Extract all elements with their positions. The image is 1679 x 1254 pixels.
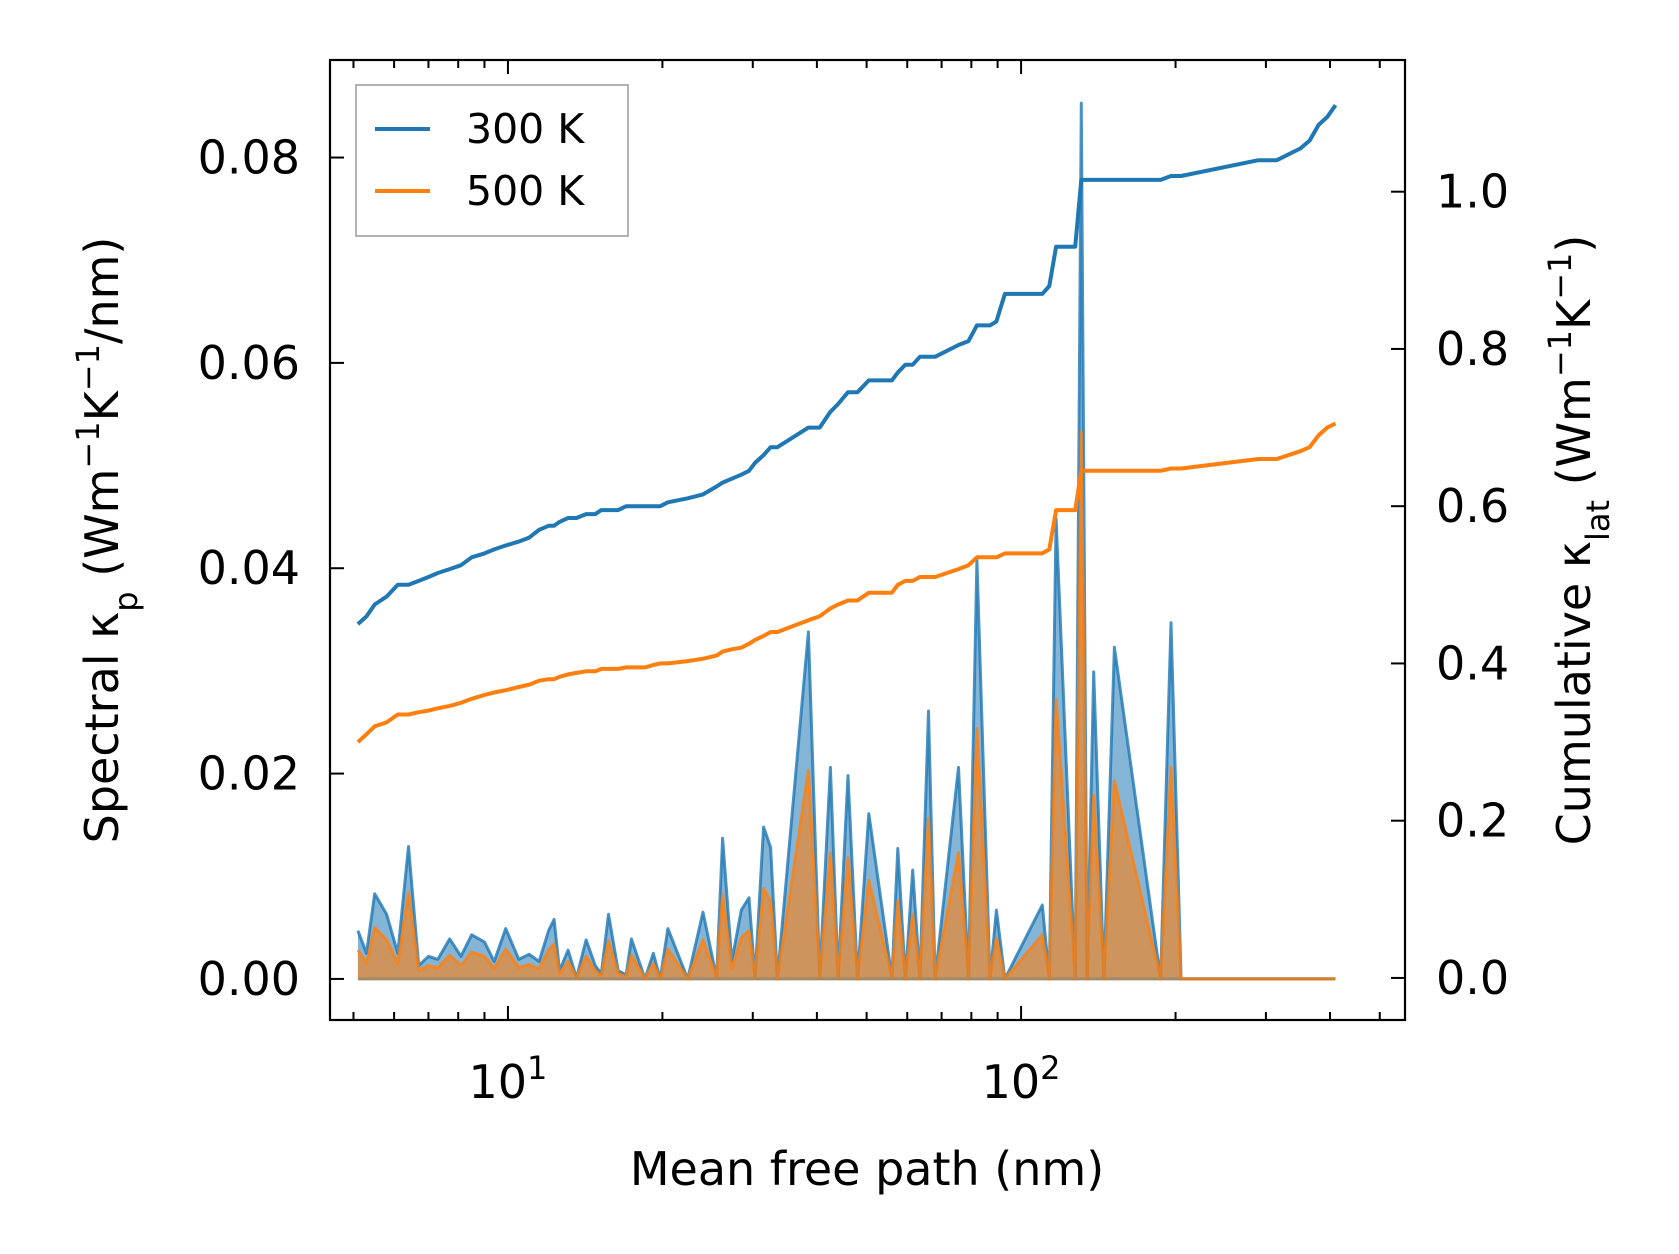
y-left-label-subscript: p [107,591,145,611]
x-axis-label: Mean free path (nm) [630,1142,1104,1196]
spectral-line-layer [356,101,1336,981]
svg-text:Spectral κp (Wm−1K−1/nm): Spectral κp (Wm−1K−1/nm) [69,237,145,844]
x-axis-ticks: 101 102 [352,60,1381,1109]
y-right-tick-label-1: 0.2 [1436,794,1509,848]
x-tick-exponent: 2 [1040,1049,1060,1087]
legend-label-300k: 300 K [466,105,585,153]
x-tick-exponent: 1 [527,1049,547,1087]
legend: 300 K 500 K [355,84,629,237]
x-tick-base: 10 [468,1055,527,1109]
spectral-line-500k [356,430,1336,981]
y-right-tick-label-3: 0.6 [1436,479,1509,533]
y-right-label-subscript: lat [1579,500,1617,541]
svg-text:Cumulative κlat (Wm−1K−1): Cumulative κlat (Wm−1K−1) [1541,235,1617,846]
cumulative-line-layer [356,104,1338,744]
y-left-tick-label-3: 0.06 [198,336,300,390]
y-right-label-units: (Wm [1547,377,1601,500]
y-right-axis-label: Cumulative κlat (Wm−1K−1) [1541,235,1617,846]
y-right-label-text: Cumulative κ [1547,541,1601,845]
y-right-axis-ticks: 0.0 0.2 0.4 0.6 0.8 1.0 [1391,165,1509,1005]
y-left-axis-label: Spectral κp (Wm−1K−1/nm) [69,237,145,844]
legend-box [355,84,629,237]
y-right-label-exp1: −1 [1541,330,1579,377]
legend-label-500k: 500 K [466,167,585,215]
y-left-label-text: Spectral κ [75,612,129,844]
y-left-axis-ticks: 0.00 0.02 0.04 0.06 0.08 [198,131,344,1006]
y-right-label-exp2: −1 [1541,253,1579,300]
cumulative-line-500k [356,421,1337,744]
x-tick-base: 10 [982,1055,1041,1109]
y-left-label-units3: /nm) [75,237,129,344]
y-right-tick-label-0: 0.0 [1436,951,1509,1005]
y-left-label-exp1: −1 [69,421,107,468]
y-left-tick-label-1: 0.02 [198,747,300,801]
y-right-tick-label-4: 0.8 [1436,322,1509,376]
y-left-tick-label-4: 0.08 [198,131,300,185]
y-left-label-units2: K [75,389,129,421]
y-right-tick-label-2: 0.4 [1436,636,1509,690]
y-right-label-units3: ) [1547,235,1601,253]
y-right-label-units2: K [1547,298,1601,330]
x-tick-label-10e2: 102 [982,1049,1061,1109]
y-left-label-exp2: −1 [69,344,107,391]
y-left-tick-label-2: 0.04 [198,541,300,595]
cumulative-line-300k [356,104,1338,626]
y-right-tick-label-5: 1.0 [1436,165,1509,219]
x-tick-label-10e1: 101 [468,1049,547,1109]
y-left-label-units: (Wm [75,469,129,592]
y-left-tick-label-0: 0.00 [198,952,300,1006]
